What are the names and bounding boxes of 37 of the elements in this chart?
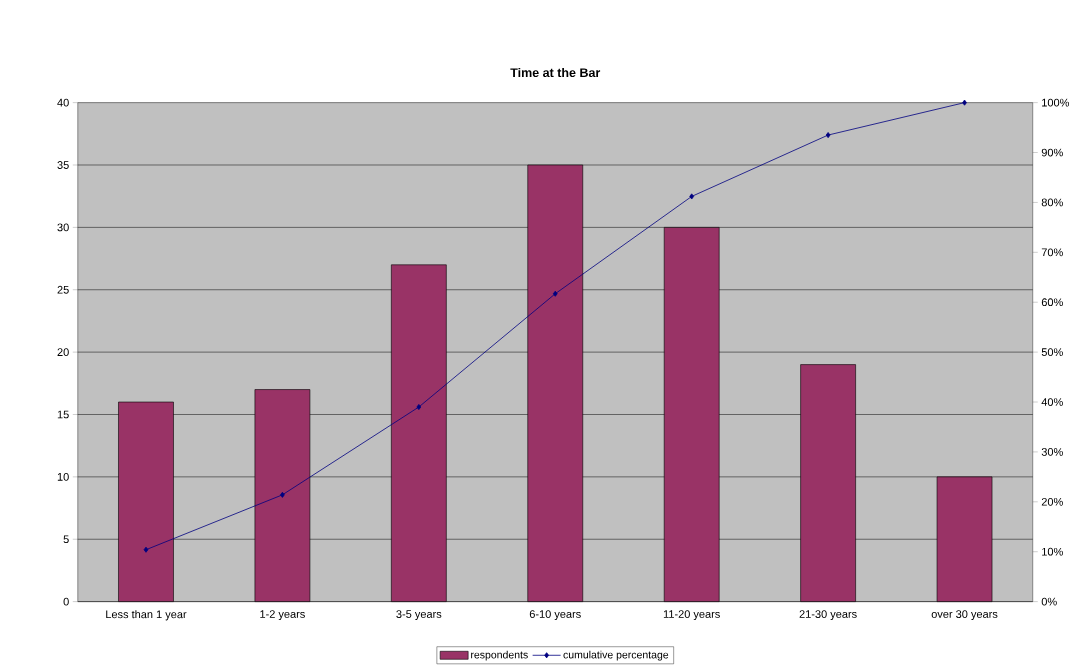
- y-tick-label: 25: [57, 285, 69, 294]
- legend-label: respondents: [471, 650, 528, 661]
- point: [689, 193, 695, 200]
- legend-label: cumulative percentage: [563, 650, 669, 661]
- y-tick-label: 30: [57, 223, 69, 232]
- x-tick-label: 1-2 years: [260, 610, 305, 621]
- x-tick-label: Less than 1 year: [106, 610, 187, 621]
- point: [416, 404, 422, 411]
- y2-tick-label: 30%: [1041, 448, 1063, 456]
- x-tick-label: 6-10 years: [529, 610, 581, 621]
- y2-tick-label: 70%: [1041, 248, 1063, 257]
- point: [552, 290, 558, 297]
- point: [280, 491, 285, 498]
- chart-title: Time at the Bar: [510, 67, 601, 78]
- y-tick-label: 5: [63, 535, 69, 544]
- y2-tick-label: 80%: [1041, 198, 1063, 207]
- x-tick-label: 11-20 years: [663, 610, 720, 621]
- y2-tick-label: 20%: [1041, 497, 1063, 506]
- y2-tick-label: 60%: [1041, 298, 1063, 307]
- y2-tick-label: 50%: [1041, 348, 1063, 357]
- y-tick-label: 35: [57, 161, 69, 169]
- x-tick-label: 3-5 years: [396, 610, 442, 621]
- y-tick-label: 15: [57, 410, 69, 419]
- y2-tick-label: 0%: [1041, 597, 1057, 606]
- y-tick-label: 10: [57, 472, 69, 481]
- y-tick-label: 20: [57, 348, 69, 357]
- point: [962, 99, 967, 106]
- y-tick-label: 0: [63, 597, 69, 606]
- y2-tick-label: 100%: [1042, 98, 1070, 107]
- y-tick-label: 40: [57, 98, 69, 107]
- y2-tick-label: 90%: [1041, 148, 1063, 157]
- point: [143, 546, 149, 553]
- point: [825, 132, 831, 139]
- x-tick-label: over 30 years: [931, 610, 998, 621]
- y2-tick-label: 40%: [1041, 398, 1063, 406]
- x-tick-label: 21-30 years: [799, 610, 857, 621]
- y2-tick-label: 10%: [1042, 547, 1063, 556]
